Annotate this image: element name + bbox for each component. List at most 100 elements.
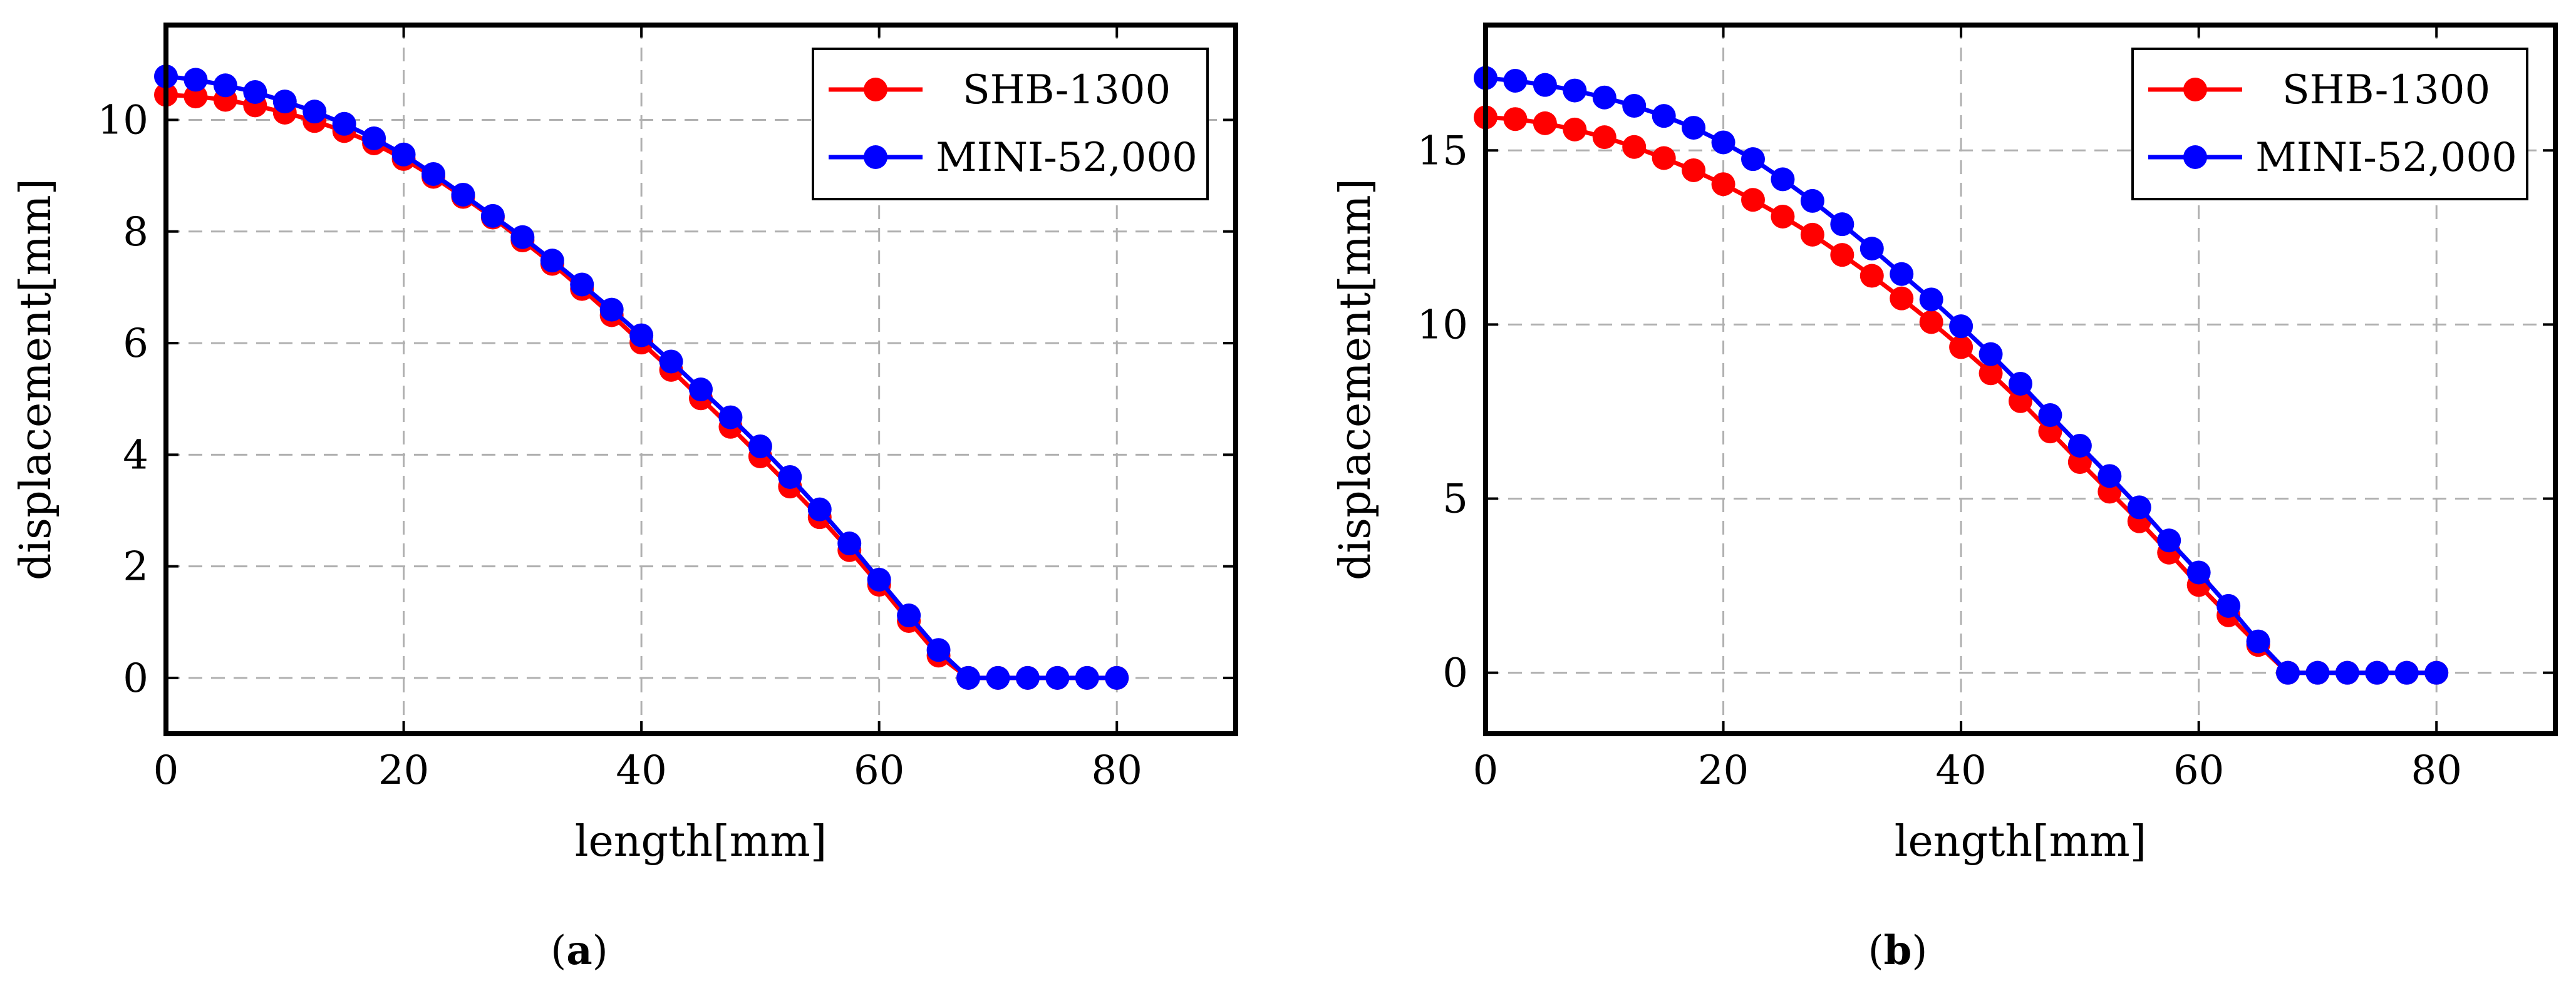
data-point xyxy=(1682,158,1706,182)
data-point xyxy=(1592,85,1616,110)
x-tick-label: 60 xyxy=(2173,747,2224,794)
data-point xyxy=(272,90,297,114)
data-point xyxy=(570,272,594,297)
data-point xyxy=(718,405,743,429)
data-point xyxy=(2335,660,2359,685)
legend-swatch-marker xyxy=(2183,145,2207,169)
tick-labels: 0 20 40 60 80 0 5 10 15 xyxy=(1417,25,2555,794)
y-axis-title: displacement[mm] xyxy=(11,178,61,580)
data-point xyxy=(778,465,802,489)
data-point xyxy=(1105,665,1129,690)
data-point xyxy=(1890,262,1914,286)
legend: SHB-1300 MINI-52,000 xyxy=(2131,48,2528,200)
x-tick-label: 20 xyxy=(378,747,429,794)
data-point xyxy=(213,73,237,98)
data-point xyxy=(1652,104,1676,128)
data-point xyxy=(867,567,891,592)
data-point xyxy=(2424,660,2449,685)
data-point xyxy=(1919,310,1943,334)
x-axis-title: length[mm] xyxy=(1895,817,2146,866)
data-point xyxy=(480,203,505,228)
data-point xyxy=(1075,665,1099,690)
data-point xyxy=(2186,560,2211,585)
data-point xyxy=(391,142,416,167)
x-tick-label: 0 xyxy=(1473,747,1499,794)
data-point xyxy=(332,111,356,136)
data-point xyxy=(1015,665,1040,690)
data-point xyxy=(748,434,772,458)
data-point xyxy=(1622,135,1647,159)
data-point xyxy=(1711,130,1735,155)
data-point xyxy=(362,126,386,150)
data-point xyxy=(451,182,475,207)
legend-label: MINI-52,000 xyxy=(936,135,1197,181)
y-tick-label: 10 xyxy=(1417,302,1468,348)
x-tick-label: 80 xyxy=(2411,747,2462,794)
data-point xyxy=(926,638,951,662)
caption-close-paren: ) xyxy=(592,928,608,974)
data-point xyxy=(1503,69,1528,93)
data-point xyxy=(303,100,327,124)
data-point xyxy=(184,85,208,109)
data-point xyxy=(1045,665,1070,690)
data-point xyxy=(1652,146,1676,170)
caption-letter: a xyxy=(566,927,592,974)
data-point xyxy=(1919,287,1943,312)
y-tick-label: 5 xyxy=(1442,476,1468,523)
data-point xyxy=(2305,660,2330,685)
panel-b: 0 20 40 60 80 0 5 10 15 length[mm] displacement[… xyxy=(1331,23,2558,974)
data-point xyxy=(2365,660,2389,685)
data-point xyxy=(422,162,445,186)
legend-swatch-marker xyxy=(2183,78,2207,101)
data-point xyxy=(689,377,713,402)
data-point xyxy=(1711,172,1735,197)
legend-label: MINI-52,000 xyxy=(2255,135,2517,181)
data-point xyxy=(2276,660,2300,685)
data-point xyxy=(1830,243,1854,267)
data-point xyxy=(1949,335,1973,359)
data-point xyxy=(956,665,980,690)
data-point xyxy=(1830,212,1854,237)
legend-swatch-marker xyxy=(864,78,887,101)
series-mini-52-000 xyxy=(154,64,1129,690)
data-point xyxy=(897,603,921,628)
y-tick-label: 10 xyxy=(98,98,148,144)
data-point xyxy=(1800,222,1824,247)
data-point xyxy=(1682,116,1706,140)
y-tick-label: 8 xyxy=(123,209,148,255)
data-point xyxy=(2038,403,2062,428)
x-tick-label: 40 xyxy=(1935,747,1986,794)
x-tick-label: 60 xyxy=(854,747,904,794)
caption-letter: b xyxy=(1884,927,1912,974)
data-point xyxy=(1592,125,1616,150)
data-point xyxy=(243,80,267,104)
x-tick-label: 80 xyxy=(1092,747,1142,794)
data-point xyxy=(2216,593,2241,618)
legend-swatch-marker xyxy=(864,145,887,169)
data-point xyxy=(1979,342,2003,366)
y-tick-label: 0 xyxy=(1442,650,1468,697)
tick-labels: 0 20 40 60 80 0 2 4 6 8 10 xyxy=(98,25,1236,794)
legend-box xyxy=(812,48,1209,200)
caption-open-paren: ( xyxy=(1868,928,1884,974)
data-point xyxy=(2009,389,2032,413)
data-point xyxy=(599,297,624,322)
data-point xyxy=(1860,237,1884,261)
x-axis-title: length[mm] xyxy=(575,817,827,866)
data-point xyxy=(1771,204,1795,229)
data-point xyxy=(2067,450,2092,475)
legend-label: SHB-1300 xyxy=(963,67,1171,113)
data-point xyxy=(2067,433,2092,458)
y-axis-title: displacement[mm] xyxy=(1331,178,1380,580)
data-point xyxy=(1860,264,1884,288)
series-group xyxy=(154,64,1129,690)
series-mini-52-000 xyxy=(1474,66,2449,685)
legend: SHB-1300 MINI-52,000 xyxy=(812,48,1209,200)
data-point xyxy=(1741,147,1765,172)
data-point xyxy=(659,349,683,374)
data-point xyxy=(2246,629,2270,654)
data-point xyxy=(2038,419,2062,444)
data-point xyxy=(2157,528,2181,553)
panel-a: 0 20 40 60 80 0 2 4 6 8 10 length[mm] displacement… xyxy=(11,23,1238,974)
data-point xyxy=(1533,73,1557,97)
